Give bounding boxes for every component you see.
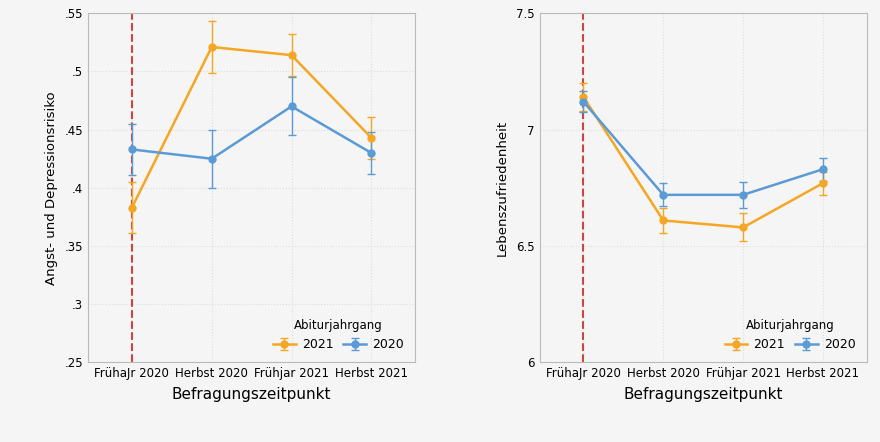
Y-axis label: Lebenszufriedenheit: Lebenszufriedenheit <box>496 120 510 256</box>
Y-axis label: Angst- und Depressionsrisiko: Angst- und Depressionsrisiko <box>45 91 57 285</box>
Legend: 2021, 2020: 2021, 2020 <box>268 314 409 356</box>
X-axis label: Befragungszeitpunkt: Befragungszeitpunkt <box>623 387 783 402</box>
X-axis label: Befragungszeitpunkt: Befragungszeitpunkt <box>172 387 332 402</box>
Legend: 2021, 2020: 2021, 2020 <box>720 314 861 356</box>
